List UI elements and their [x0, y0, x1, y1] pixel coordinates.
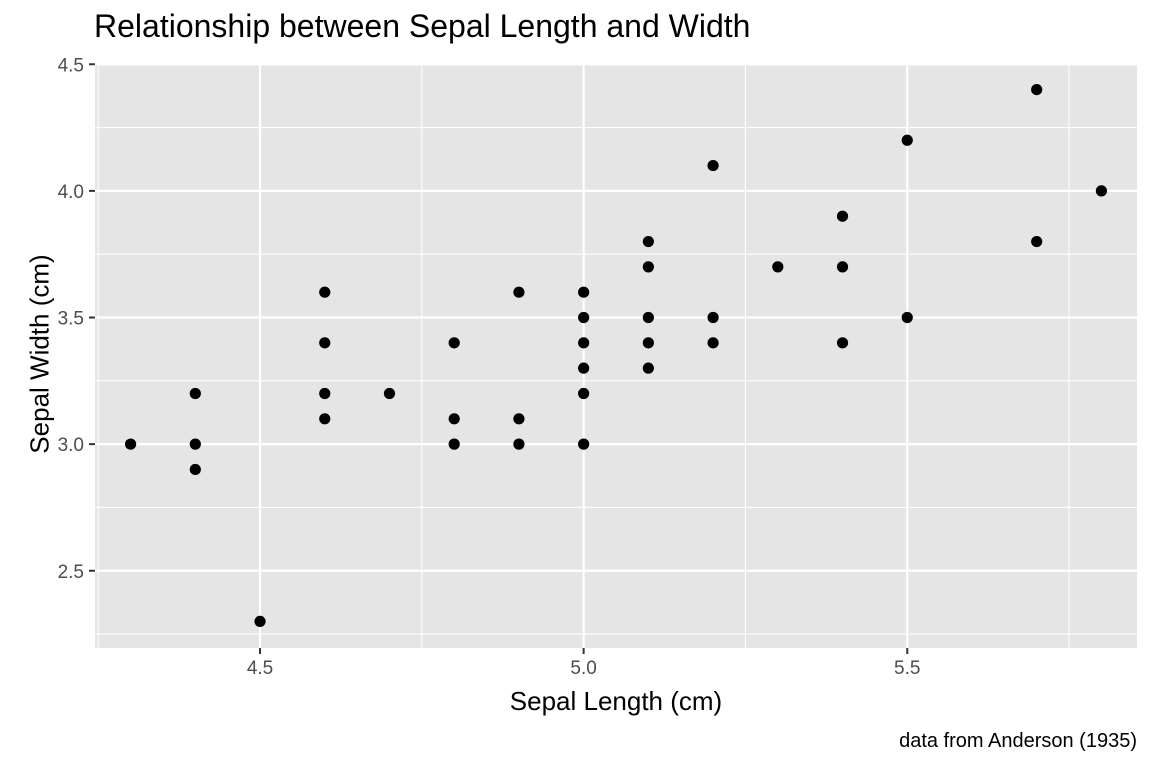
data-point — [642, 337, 654, 349]
chart-title: Relationship between Sepal Length and Wi… — [94, 8, 751, 44]
data-point — [642, 235, 654, 248]
x-axis-title: Sepal Length (cm) — [509, 686, 723, 716]
data-point — [772, 261, 784, 273]
y-tick-label: 4.5 — [58, 55, 84, 76]
data-point — [578, 438, 590, 450]
data-point — [189, 387, 201, 400]
data-point — [513, 286, 525, 298]
x-tick-label: 4.5 — [247, 658, 273, 679]
data-point — [124, 438, 137, 450]
data-point — [578, 286, 590, 298]
data-point — [319, 286, 331, 298]
data-point — [254, 615, 266, 628]
data-point — [319, 337, 331, 349]
data-point — [578, 362, 590, 374]
data-point — [1095, 185, 1108, 197]
x-tick-label: 5.5 — [894, 658, 920, 679]
data-point — [189, 438, 201, 450]
y-tick-label: 3.0 — [58, 435, 84, 456]
data-point — [189, 463, 201, 476]
data-point — [578, 311, 590, 324]
data-point — [836, 337, 849, 349]
data-point — [707, 337, 719, 349]
data-point — [448, 438, 460, 450]
data-point — [513, 438, 525, 450]
data-point — [642, 261, 654, 273]
data-point — [707, 311, 719, 324]
data-point — [642, 311, 654, 324]
data-point — [836, 210, 849, 222]
data-point — [448, 337, 460, 349]
panel-background — [95, 63, 1137, 648]
data-point — [901, 311, 913, 324]
data-point — [578, 387, 590, 400]
data-point — [319, 413, 331, 425]
y-tick-label: 2.5 — [58, 562, 84, 583]
data-point — [1031, 235, 1043, 248]
data-point — [1031, 83, 1043, 96]
data-point — [836, 261, 849, 273]
y-tick-label: 4.0 — [58, 182, 84, 203]
data-point — [448, 413, 460, 425]
y-axis-title: Sepal Width (cm) — [24, 254, 55, 454]
data-point — [707, 159, 719, 172]
y-tick-label: 3.5 — [58, 309, 84, 330]
x-tick-label: 5.0 — [570, 658, 596, 679]
data-point — [513, 413, 525, 425]
data-point — [383, 387, 396, 400]
data-point — [642, 362, 654, 374]
chart-caption: data from Anderson (1935) — [899, 730, 1137, 752]
data-point — [578, 337, 590, 349]
data-point — [319, 387, 331, 400]
data-point — [901, 134, 913, 146]
